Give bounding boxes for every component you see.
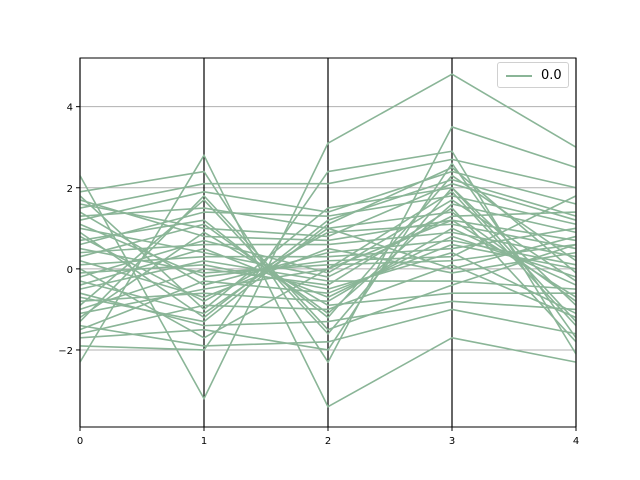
series-line (79, 158, 577, 209)
series-line (79, 195, 577, 246)
y-ticks: −2 0 2 4 (58, 103, 80, 357)
series-line (79, 203, 577, 315)
x-ticks: 0 1 2 3 4 (77, 427, 579, 447)
series-line (79, 182, 577, 238)
series-line (79, 162, 577, 351)
series-line (79, 195, 577, 331)
y-tick-label: 2 (67, 184, 73, 195)
series-line (79, 251, 577, 315)
series-line (79, 207, 577, 343)
x-tick-label: 2 (325, 436, 331, 447)
x-tick-label: 1 (201, 436, 207, 447)
series-line (79, 227, 577, 303)
series-line (79, 178, 577, 319)
legend-swatch (506, 75, 532, 77)
series-line (79, 174, 577, 319)
series-line (79, 166, 577, 323)
series-line (79, 73, 577, 400)
series-line (79, 243, 577, 274)
series-line (79, 170, 577, 221)
series-line (79, 219, 577, 339)
series-line (79, 223, 577, 303)
y-tick-label: 0 (67, 265, 73, 276)
legend-label: 0.0 (541, 68, 562, 83)
y-tick-label: 4 (67, 103, 73, 114)
series-lines (79, 73, 577, 408)
series-line (79, 231, 577, 258)
x-tick-label: 0 (77, 436, 83, 447)
series-line (79, 126, 577, 363)
series-line (79, 186, 577, 311)
series-line (79, 150, 577, 355)
series-line (79, 259, 577, 290)
x-tick-label: 3 (449, 436, 455, 447)
series-line (79, 247, 577, 299)
series-line (79, 207, 577, 270)
y-tick-label: −2 (58, 346, 73, 357)
series-line (79, 211, 577, 286)
x-tick-label: 4 (573, 436, 579, 447)
series-line (79, 308, 577, 347)
legend: 0.0 (497, 62, 569, 88)
series-line (79, 211, 577, 278)
